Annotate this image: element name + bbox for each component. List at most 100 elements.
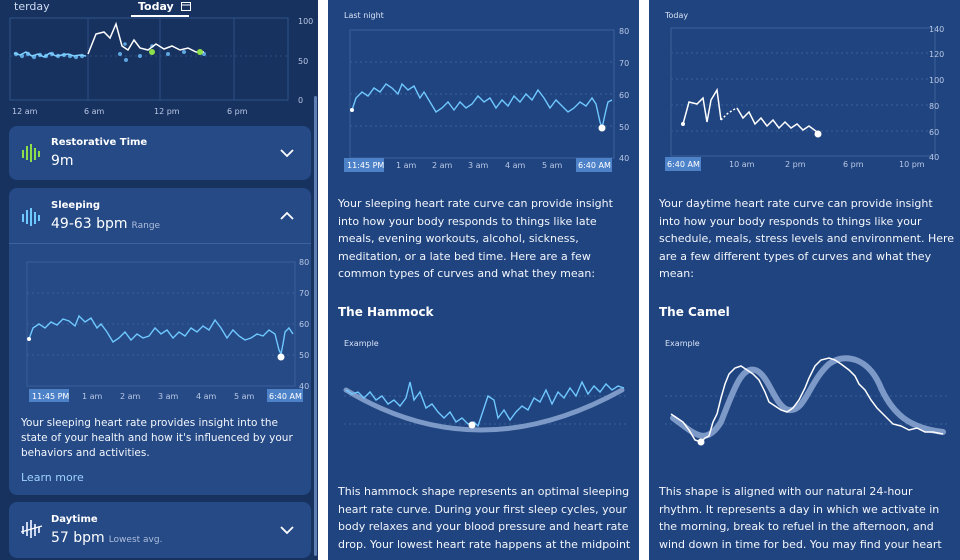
hammock-hr-line [345,380,625,428]
night-start-time: 11:45 PM [347,161,384,170]
tab-today[interactable]: Today [138,0,192,13]
camel-example-chart [665,355,949,446]
sleep-y-tick: 60 [299,320,309,329]
today-x-tick: 10 am [729,160,755,169]
calendar-icon [180,2,191,11]
daytime-value: 57 bpm Lowest avg. [51,530,162,546]
scrollbar[interactable] [314,96,317,556]
sleeping-title: Sleeping [51,200,101,211]
camel-heading: The Camel [659,305,730,319]
sleep-heart-rate-chart: 80 70 60 50 40 11:45 PM 1 am 2 am 3 am 4… [26,258,309,402]
overview-y-tick: 100 [298,17,313,26]
today-hr-line [682,87,722,125]
restorative-title: Restorative Time [51,137,148,148]
sleep-x-tick: 1 am [82,392,103,401]
restorative-time-card[interactable]: Restorative Time 9m [9,126,311,180]
overview-x-tick: 6 pm [227,107,248,116]
sleeping-curves-panel: Last night 80 70 60 50 40 11:45 PM 1 am … [328,0,639,560]
night-y-tick: 70 [619,59,629,68]
today-x-tick: 6 pm [843,160,864,169]
today-x-tick: 10 pm [899,160,925,169]
daytime-title: Daytime [51,514,98,525]
night-x-tick: 4 am [505,161,526,170]
overview-x-tick: 12 am [12,107,38,116]
today-y-tick: 60 [929,128,939,137]
sleep-y-tick: 80 [299,258,309,267]
today-y-tick: 140 [929,25,944,34]
sleep-end-time: 6:40 AM [269,392,302,401]
example-label: Example [665,339,700,348]
overview-y-tick: 0 [298,96,303,105]
hammock-shape [343,387,625,433]
sleeping-sub: Range [131,221,161,231]
today-chart: 140 120 100 80 60 40 6:40 AM 10 am 2 pm … [665,25,944,171]
sleeping-value-text: 49-63 bpm [51,216,128,232]
today-y-tick: 120 [929,50,944,59]
chevron-up-icon[interactable] [279,208,295,224]
night-x-tick: 1 am [396,161,417,170]
sleep-hr-line [28,314,294,357]
night-end-time: 6:40 AM [578,161,611,170]
today-start-point [681,122,685,126]
overview-chart-frame [9,17,289,101]
overview-x-tick: 12 pm [154,107,180,116]
camel-shape [670,355,946,439]
sleep-y-tick: 50 [299,351,309,360]
night-end-time-box [576,158,612,172]
daytime-curve-intro: Your daytime heart rate curve can provid… [659,197,955,280]
sleep-y-tick: 70 [299,289,309,298]
night-x-tick: 3 am [468,161,489,170]
sleep-y-tick: 40 [299,382,309,391]
daytime-sub: Lowest avg. [108,535,163,545]
sleeping-curve-intro: Your sleeping heart rate curve can provi… [338,197,613,280]
hammock-heading: The Hammock [338,305,434,319]
example-label: Example [344,339,379,348]
heart-rate-bars-icon [22,208,40,226]
daytime-curves-panel: Today 140 120 100 80 60 40 6:40 AM 10 am… [649,0,960,560]
tab-yesterday[interactable]: terday [14,0,50,13]
overview-y-tick: 50 [298,57,308,66]
chevron-down-icon[interactable] [279,145,295,161]
card-divider [9,243,311,244]
today-start-time: 6:40 AM [667,160,700,169]
night-lowest-point [598,124,606,132]
sleep-x-tick: 2 am [120,392,141,401]
today-y-tick: 80 [929,102,939,111]
sleeping-card: Sleeping 49-63 bpm Range 80 70 60 50 40 1… [9,188,311,495]
today-current-point [814,130,822,138]
night-y-tick: 80 [619,27,629,36]
hammock-example-chart [343,380,628,433]
night-x-tick: 2 am [432,161,453,170]
camel-description: This shape is aligned with our natural 2… [659,485,942,551]
overview-x-tick: 6 am [84,107,105,116]
readiness-panel: terday Today 100 50 0 12 am 6 am 12 pm 6 [0,0,318,560]
today-hr-line-2 [736,107,822,135]
sleep-start-time-box [29,389,69,402]
active-tab-indicator [131,15,189,17]
daytime-value-text: 57 bpm [51,530,105,546]
today-x-tick: 2 pm [785,160,806,169]
chevron-down-icon[interactable] [279,522,295,538]
today-y-tick: 40 [929,153,939,162]
last-night-label: Last night [344,11,384,20]
camel-hr-line [670,357,944,443]
overview-day-line [87,21,204,55]
restorative-bars-icon [22,144,40,162]
restorative-value: 9m [51,153,74,169]
night-y-tick: 50 [619,123,629,132]
hammock-description: This hammock shape represents an optimal… [338,485,631,551]
sleep-x-tick: 4 am [196,392,217,401]
overview-marker [149,49,155,55]
today-chart-frame [670,27,936,157]
daytime-bars-icon [21,520,43,538]
learn-more-link[interactable]: Learn more [21,471,84,484]
today-label: Today [665,11,689,20]
camel-lowest-point [697,438,705,446]
hammock-lowest-point [468,421,476,429]
sleeping-description: Your sleeping heart rate provides insigh… [21,417,293,459]
sleep-start-time: 11:45 PM [32,392,69,401]
sleeping-value: 49-63 bpm Range [51,216,160,232]
today-start-time-box [665,157,701,171]
night-start-point [350,108,354,112]
daytime-card[interactable]: Daytime 57 bpm Lowest avg. [9,502,311,558]
